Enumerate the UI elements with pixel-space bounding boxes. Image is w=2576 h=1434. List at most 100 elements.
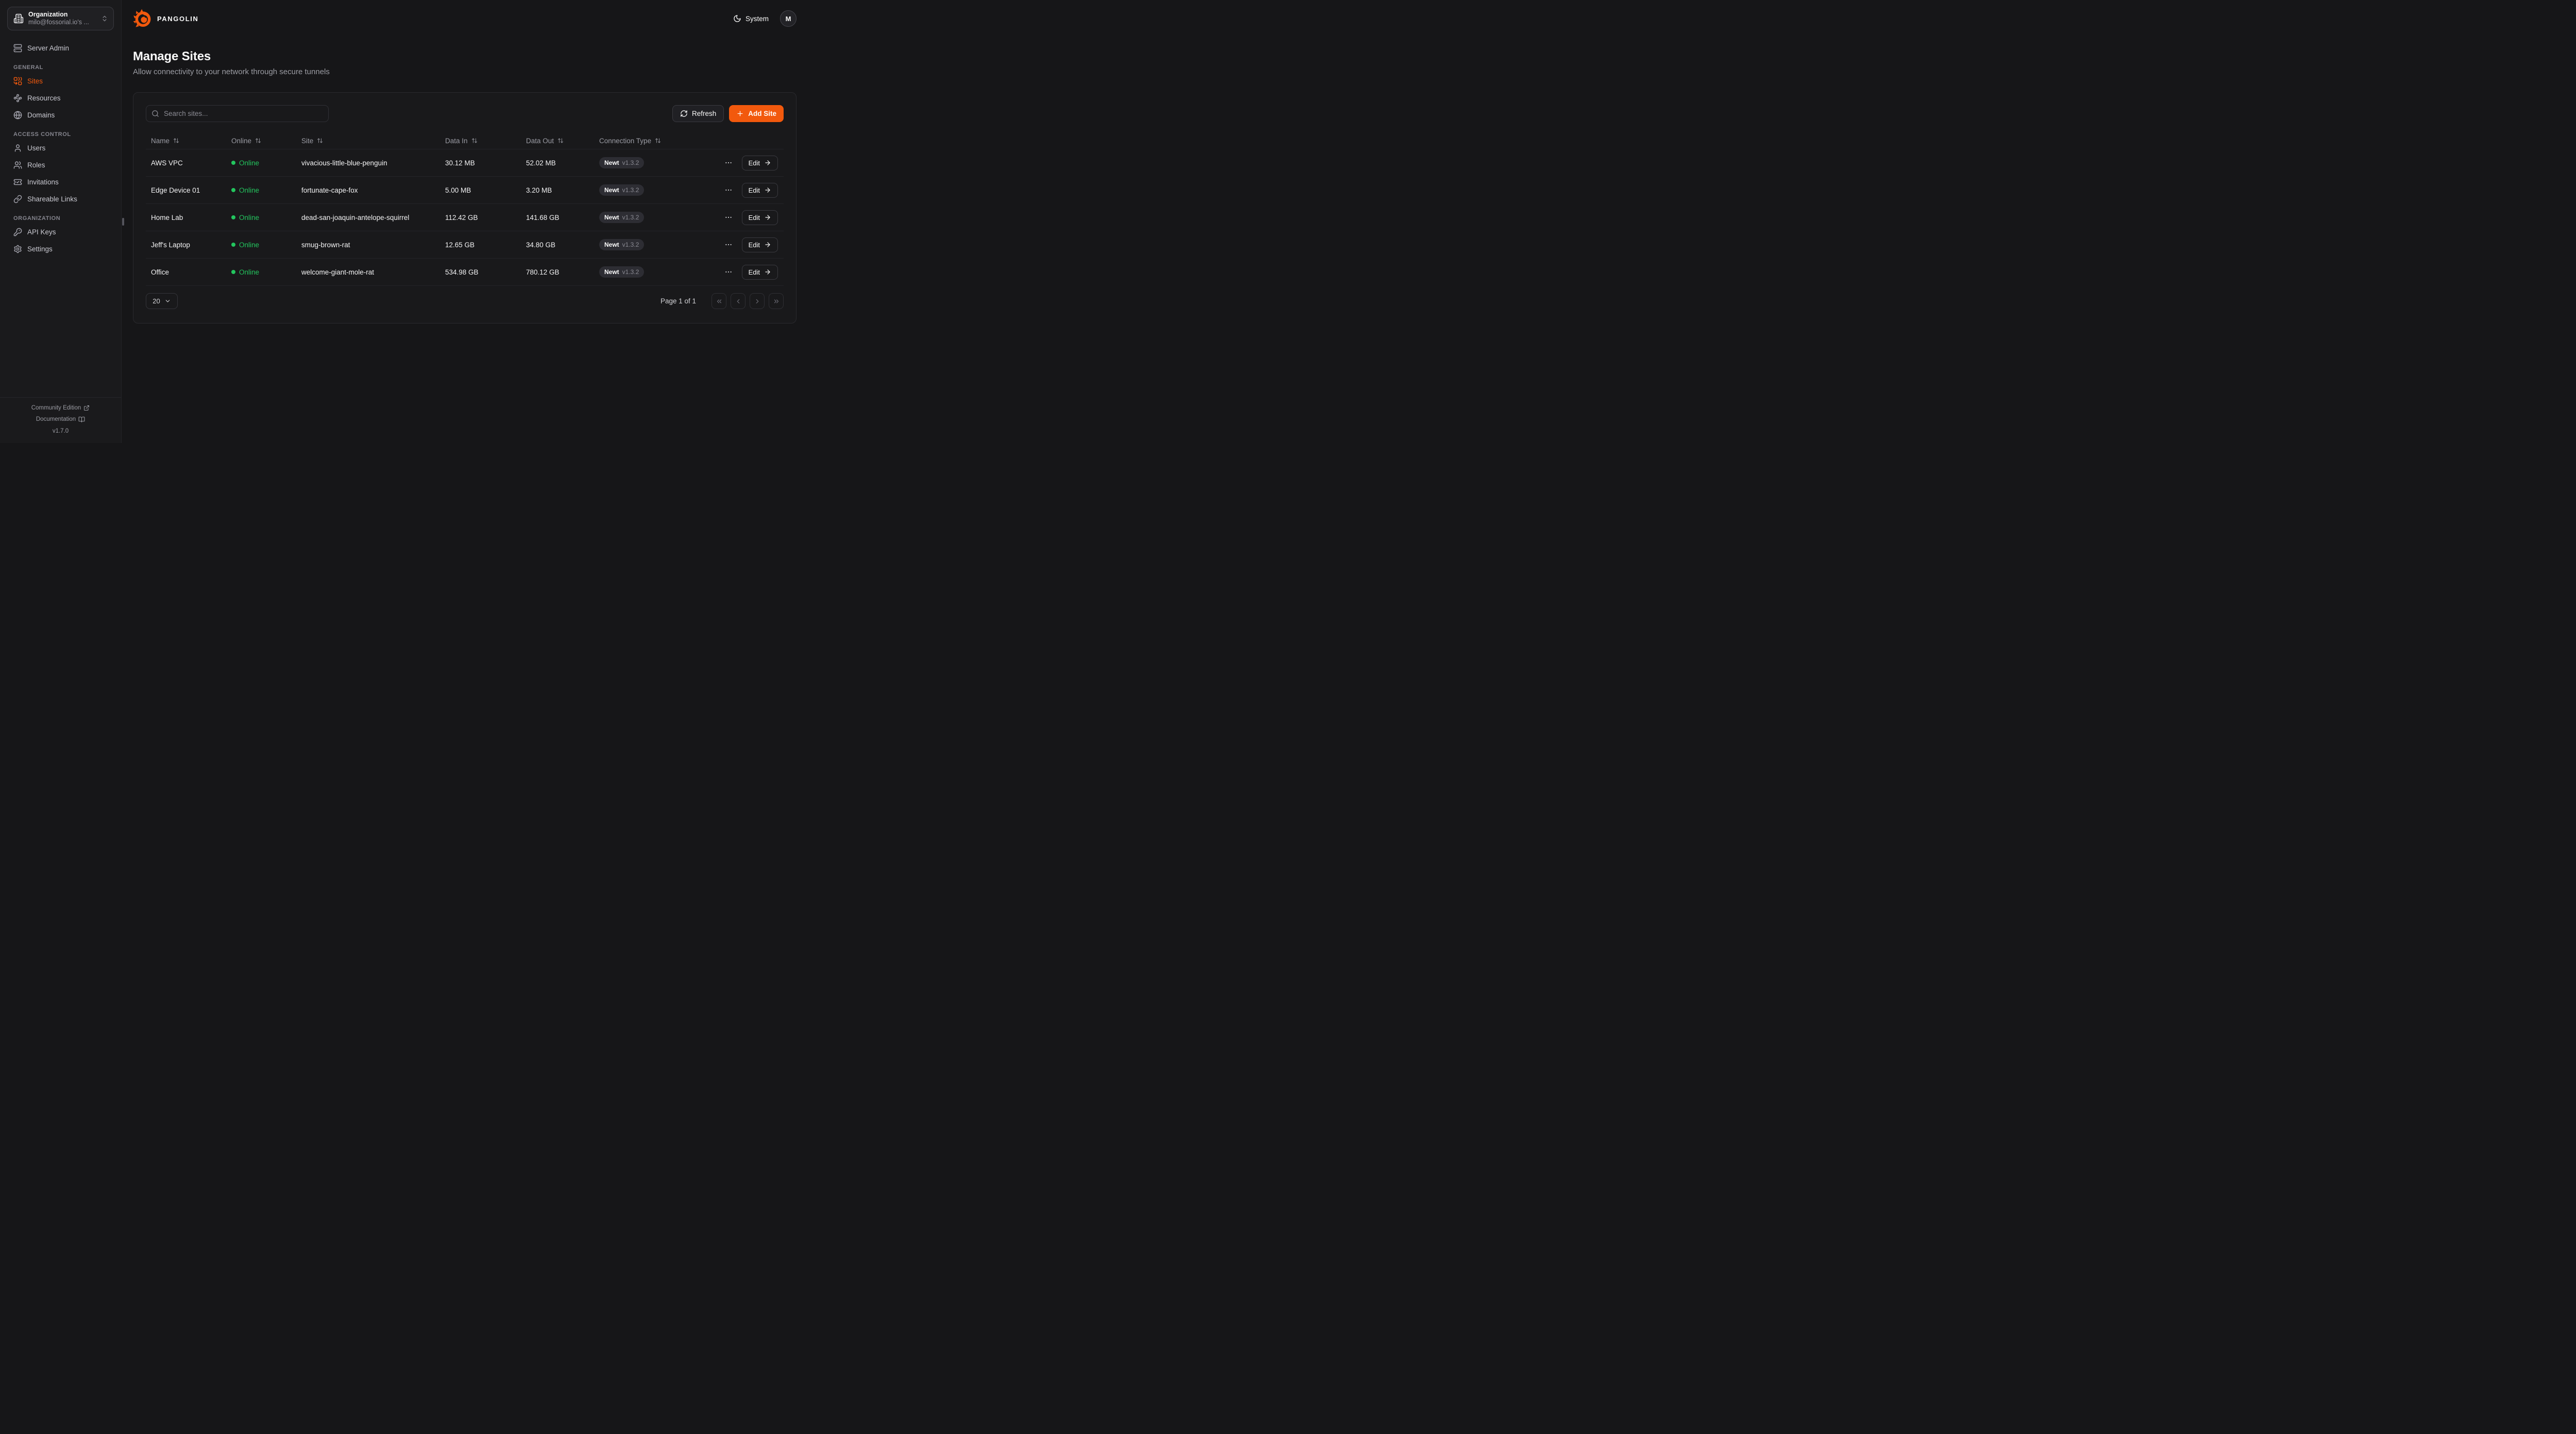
organization-selector-value: milo@fossorial.io's ...: [28, 19, 89, 26]
column-header-name[interactable]: Name: [146, 137, 231, 145]
edit-button[interactable]: Edit: [741, 182, 778, 198]
cell-data-in: 5.00 MB: [445, 186, 471, 194]
online-status-dot: [231, 161, 235, 165]
row-actions-menu-button[interactable]: [723, 240, 734, 250]
cell-connection-type: Newt v1.3.2: [599, 239, 697, 250]
cell-name: Home Lab: [151, 213, 183, 221]
card-toolbar: Refresh Add Site: [146, 105, 784, 122]
pangolin-logo-icon: [133, 9, 152, 28]
last-page-button[interactable]: [769, 293, 784, 309]
table-row: AWS VPC Online vivacious-little-blue-pen…: [146, 149, 784, 177]
refresh-icon: [680, 110, 688, 117]
chevrons-left-icon: [716, 298, 723, 305]
sidebar-item-sites[interactable]: Sites: [7, 73, 114, 90]
documentation-link[interactable]: Documentation: [36, 414, 85, 425]
brand-logo[interactable]: PANGOLIN: [133, 9, 198, 28]
first-page-button[interactable]: [711, 293, 726, 309]
ellipsis-icon: [724, 241, 733, 249]
sidebar-item-users[interactable]: Users: [7, 140, 114, 157]
edit-button[interactable]: Edit: [741, 210, 778, 225]
sort-icon: [557, 138, 564, 144]
sites-combine-icon: [13, 77, 22, 86]
edit-button[interactable]: Edit: [741, 264, 778, 280]
row-actions-menu-button[interactable]: [723, 267, 734, 277]
main-content: PANGOLIN System M Manage Sites Allow con…: [122, 0, 808, 443]
column-header-online[interactable]: Online: [231, 137, 301, 145]
cell-online: Online: [231, 214, 301, 221]
user-avatar[interactable]: M: [780, 10, 796, 27]
organization-selector-texts: Organization milo@fossorial.io's ...: [28, 11, 96, 26]
row-actions-menu-button[interactable]: [723, 212, 734, 223]
organization-selector[interactable]: Organization milo@fossorial.io's ...: [7, 7, 114, 30]
column-header-data-out[interactable]: Data Out: [526, 137, 599, 145]
page-size-select[interactable]: 20: [146, 293, 178, 309]
connection-type-badge: Newt v1.3.2: [599, 157, 645, 168]
cell-online: Online: [231, 186, 301, 194]
cell-actions: Edit: [697, 264, 784, 280]
column-header-connection-type[interactable]: Connection Type: [599, 137, 697, 145]
sidebar-item-api-keys[interactable]: API Keys: [7, 224, 114, 241]
search-input[interactable]: [146, 105, 329, 122]
cell-site: welcome-giant-mole-rat: [301, 268, 375, 276]
row-actions-menu-button[interactable]: [723, 158, 734, 168]
sidebar-item-label: Settings: [27, 245, 53, 253]
avatar-initial: M: [785, 14, 791, 23]
sidebar-item-label: Domains: [27, 111, 55, 119]
sidebar-item-label: API Keys: [27, 228, 56, 236]
sidebar-item-label: Server Admin: [27, 44, 70, 52]
sort-icon: [317, 138, 323, 144]
sidebar-item-label: Resources: [27, 94, 61, 102]
arrow-right-icon: [764, 268, 771, 276]
sidebar-item-server-admin[interactable]: Server Admin: [7, 40, 114, 57]
gear-icon: [13, 245, 22, 253]
arrow-right-icon: [764, 214, 771, 221]
connection-type-badge: Newt v1.3.2: [599, 239, 645, 250]
link-icon: [13, 195, 22, 203]
table-row: Jeff's Laptop Online smug-brown-rat 12.6…: [146, 231, 784, 259]
theme-toggle[interactable]: System: [733, 14, 769, 23]
cell-actions: Edit: [697, 210, 784, 225]
sidebar-item-shareable-links[interactable]: Shareable Links: [7, 191, 114, 208]
sidebar-item-domains[interactable]: Domains: [7, 107, 114, 124]
cell-data-out: 780.12 GB: [526, 268, 560, 276]
cell-data-in: 112.42 GB: [445, 213, 478, 221]
sidebar-item-label: Shareable Links: [27, 195, 77, 203]
topbar-right: System M: [733, 10, 796, 27]
next-page-button[interactable]: [750, 293, 765, 309]
sidebar-item-settings[interactable]: Settings: [7, 241, 114, 258]
cell-name: Jeff's Laptop: [151, 241, 190, 249]
cell-online: Online: [231, 159, 301, 167]
column-header-site[interactable]: Site: [301, 137, 445, 145]
row-actions-menu-button[interactable]: [723, 185, 734, 195]
refresh-button[interactable]: Refresh: [672, 105, 724, 122]
sidebar-item-resources[interactable]: Resources: [7, 90, 114, 107]
app-window: Organization milo@fossorial.io's ... Ser…: [0, 0, 808, 443]
sidebar-item-invitations[interactable]: Invitations: [7, 174, 114, 191]
edit-button[interactable]: Edit: [741, 237, 778, 252]
pagination: Page 1 of 1: [660, 293, 784, 309]
theme-toggle-label: System: [745, 14, 769, 23]
edit-button[interactable]: Edit: [741, 155, 778, 170]
online-status-dot: [231, 243, 235, 247]
sites-card: Refresh Add Site Name Online: [133, 92, 796, 323]
globe-icon: [13, 111, 22, 120]
add-site-button[interactable]: Add Site: [729, 105, 784, 122]
cell-site: vivacious-little-blue-penguin: [301, 159, 387, 167]
previous-page-button[interactable]: [731, 293, 745, 309]
column-header-data-in[interactable]: Data In: [445, 137, 526, 145]
arrow-right-icon: [764, 241, 771, 248]
sidebar-item-label: Invitations: [27, 178, 59, 186]
plus-icon: [736, 110, 744, 117]
cell-site: fortunate-cape-fox: [301, 186, 358, 194]
chevron-left-icon: [735, 298, 742, 305]
cell-name: AWS VPC: [151, 159, 183, 167]
online-status-dot: [231, 188, 235, 192]
sidebar-section-general: GENERAL: [13, 64, 43, 71]
community-edition-link[interactable]: Community Edition: [31, 402, 90, 414]
server-icon: [13, 44, 22, 53]
search-wrap: [146, 105, 329, 122]
sidebar-resize-handle[interactable]: [122, 218, 124, 226]
sidebar-item-roles[interactable]: Roles: [7, 157, 114, 174]
pagination-buttons: [711, 293, 784, 309]
users-icon: [13, 161, 22, 169]
